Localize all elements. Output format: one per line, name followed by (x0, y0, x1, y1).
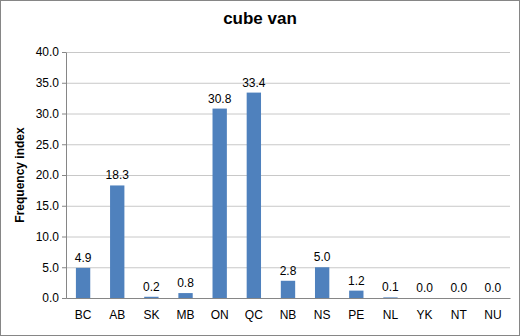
y-tick-label: 15.0 (36, 199, 60, 213)
x-tick-label: MB (177, 308, 195, 322)
x-tick: NU (484, 298, 501, 322)
x-tick: BC (75, 298, 92, 322)
x-tick: YK (417, 298, 433, 322)
data-label: 0.0 (485, 281, 502, 295)
y-tick-label: 0.0 (42, 291, 59, 305)
x-tick-label: NU (484, 308, 501, 322)
data-label: 1.2 (348, 274, 365, 288)
y-tick: 25.0 (36, 138, 66, 152)
grid-line (66, 83, 510, 84)
grid-line (66, 206, 510, 207)
y-tick-mark (62, 237, 66, 238)
bar (281, 281, 295, 298)
grid-line (66, 237, 510, 238)
grid-line (66, 52, 510, 53)
x-tick-label: NB (280, 308, 297, 322)
data-label: 4.9 (75, 251, 92, 265)
x-tick-label: PE (348, 308, 364, 322)
data-label: 0.8 (177, 276, 194, 290)
x-axis-line (67, 298, 511, 299)
bar (315, 267, 329, 298)
y-tick: 10.0 (36, 230, 66, 244)
y-tick-label: 20.0 (36, 168, 60, 182)
bar (383, 297, 397, 298)
x-tick-label: NS (314, 308, 331, 322)
bar (110, 185, 124, 298)
grid-line (66, 114, 510, 115)
title: cube van (223, 9, 297, 28)
data-labels: 4.9 18.3 0.2 0.8 30.8 33.4 2.8 5.0 1.2 0.1 0.0 0.0 0… (75, 76, 502, 295)
x-tick-label: NL (383, 308, 399, 322)
grid-line (66, 144, 510, 145)
x-tick-label: AB (109, 308, 125, 322)
bar (178, 293, 192, 298)
data-label: 5.0 (314, 250, 331, 264)
data-label: 33.4 (242, 76, 266, 90)
y-tick: 35.0 (36, 76, 66, 90)
data-label: 30.8 (208, 92, 232, 106)
bars (76, 93, 398, 298)
bar (144, 297, 158, 298)
x-tick: NL (383, 298, 399, 322)
y-tick-label: 5.0 (42, 261, 59, 275)
plot: 0.0 5.0 10.0 15.0 20.0 25.0 30.0 35.0 40.0 BC AB SK… (36, 45, 511, 321)
x-tick-label: BC (75, 308, 92, 322)
y-tick: 30.0 (36, 107, 66, 121)
x-tick: NT (451, 298, 468, 322)
chart-frame (1, 1, 520, 336)
grid-line (66, 175, 510, 176)
bar (247, 93, 261, 298)
bar (417, 298, 431, 299)
y-tick-label: 40.0 (36, 45, 60, 59)
x-tick: PE (348, 298, 364, 322)
y-axis: 0.0 5.0 10.0 15.0 20.0 25.0 30.0 35.0 40.0 (36, 45, 67, 305)
x-tick-label: SK (143, 308, 159, 322)
y-tick-mark (62, 83, 66, 84)
x-tick-label: QC (245, 308, 263, 322)
y-tick: 5.0 (42, 261, 66, 275)
y-tick: 0.0 (42, 291, 66, 305)
data-label: 18.3 (106, 168, 130, 182)
y-tick-label: 30.0 (36, 107, 60, 121)
y-tick-mark (62, 267, 66, 268)
y-tick-mark (62, 206, 66, 207)
data-label: 0.0 (416, 281, 433, 295)
x-tick: AB (109, 298, 125, 322)
data-label: 0.1 (382, 280, 399, 294)
x-tick: QC (245, 298, 263, 322)
y-tick-mark (62, 175, 66, 176)
y-tick: 15.0 (36, 199, 66, 213)
y-tick-mark (62, 144, 66, 145)
x-tick-label: NT (451, 308, 468, 322)
y-tick-label: 35.0 (36, 76, 60, 90)
data-label: 0.0 (450, 281, 467, 295)
grid (66, 53, 510, 299)
bar (349, 291, 363, 298)
x-tick-label: ON (211, 308, 229, 322)
data-label: 0.2 (143, 280, 160, 294)
chart: 0.0 5.0 10.0 15.0 20.0 25.0 30.0 35.0 40.0 BC AB SK… (0, 0, 520, 336)
x-tick: MB (177, 298, 195, 322)
y-tick: 40.0 (36, 45, 66, 59)
x-tick-label: YK (417, 308, 433, 322)
y-tick-label: 10.0 (36, 230, 60, 244)
y-tick: 20.0 (36, 168, 66, 182)
y-axis-title: Frequency index (13, 127, 27, 223)
grid-line (66, 298, 510, 299)
y-tick-mark (62, 114, 66, 115)
bar (76, 268, 90, 298)
x-tick: ON (211, 298, 229, 322)
y-tick-mark (62, 52, 66, 53)
x-tick: NB (280, 298, 297, 322)
x-tick: NS (314, 298, 331, 322)
data-label: 2.8 (280, 264, 297, 278)
bar (213, 109, 227, 298)
x-tick: SK (143, 298, 159, 322)
x-axis: BC AB SK MB ON QC NB NS PE NL YK NT NU (67, 298, 511, 322)
bar (452, 298, 466, 299)
y-tick-mark (62, 298, 66, 299)
y-axis-line (66, 53, 67, 299)
bar (486, 298, 500, 299)
y-tick-label: 25.0 (36, 138, 60, 152)
